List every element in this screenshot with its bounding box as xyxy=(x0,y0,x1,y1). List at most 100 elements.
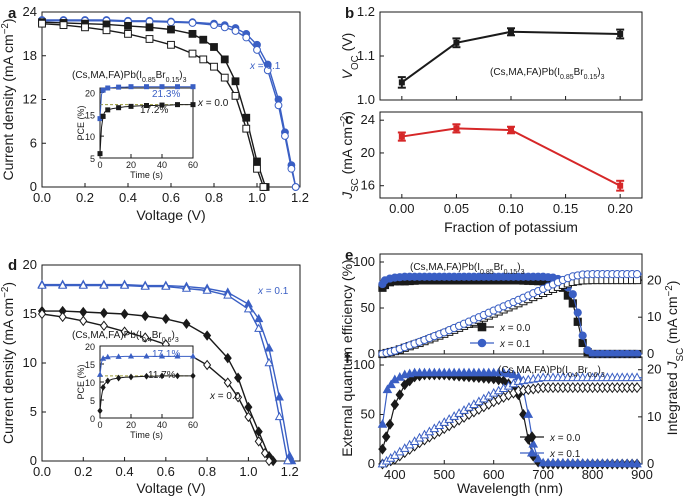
panel-d-series-3-point xyxy=(254,436,263,447)
panel-a-compound-label: (Cs,MA,FA)Pb(I0.85Br0.15)3 xyxy=(72,70,187,84)
x-tick-label: 0.10 xyxy=(498,201,523,216)
x-tick-label: 20 xyxy=(126,420,136,430)
panel-a-inset-point xyxy=(116,84,122,90)
panel-d-x0-label: x = 0.0 xyxy=(209,391,241,402)
panel-d-inset-point xyxy=(128,373,134,381)
y-tick-label: 24 xyxy=(361,112,375,127)
panel-a-inset-point xyxy=(105,107,111,113)
panel-d-series-2-point xyxy=(234,372,243,383)
panel-d-inset-point xyxy=(189,353,197,359)
panel-b-frame xyxy=(379,11,643,101)
panel-f-series-1-point xyxy=(377,419,388,428)
x-tick-label: 0.4 xyxy=(119,190,137,205)
panel-d-inset-point xyxy=(115,374,122,382)
panel-d-series-2-point xyxy=(182,318,191,330)
panel-a-x1-label: x = 0.1 xyxy=(249,61,281,72)
y-tick-label: 5 xyxy=(90,154,95,164)
panel-a-series-1-point xyxy=(210,21,218,30)
panel-a-inset-point xyxy=(175,84,180,90)
panel-e-series-1-point xyxy=(573,308,582,317)
panel-d-series-1-point xyxy=(99,280,109,289)
panel-b-line xyxy=(401,30,621,84)
panel-f-frame xyxy=(379,356,643,465)
x-tick-label: 1.2 xyxy=(281,464,299,479)
y-tick-label: 20 xyxy=(647,362,661,377)
panel-a-inset-point xyxy=(144,84,149,90)
x-tick-label: 1.0 xyxy=(248,190,266,205)
panel-d-series-1-point xyxy=(223,290,233,299)
panel-c-xlabel: Fraction of potassium xyxy=(444,219,578,235)
panel-f-legend-label: x = 0.0 xyxy=(549,433,581,444)
panel-f-series-0-point xyxy=(390,399,400,411)
panel-e-legend-label: x = 0.0 xyxy=(499,323,531,334)
panel-d-inset-point xyxy=(100,383,106,391)
x-tick-label: 40 xyxy=(157,160,167,170)
x-tick-label: 0.8 xyxy=(198,464,216,479)
panel-a-inset-point xyxy=(128,84,134,90)
panel-a-series-3-point xyxy=(199,55,208,64)
panel-d-series-3-point xyxy=(223,377,232,388)
panel-c-label: c xyxy=(345,111,353,128)
panel-d-series-1-point xyxy=(264,357,274,367)
panel-d-series-2-point xyxy=(244,401,253,413)
y-tick-label: 10 xyxy=(85,378,95,388)
panel-d-series-2-point xyxy=(99,307,108,319)
panel-a-series-1-point xyxy=(220,23,229,32)
panel-d-inset-point xyxy=(96,371,104,377)
panel-f-series-1-point xyxy=(632,458,642,468)
panel-f-series-1-point xyxy=(508,369,519,379)
panel-f-legend-marker xyxy=(526,447,538,457)
y-tick-label: 10 xyxy=(85,132,95,142)
panel-d-inset-point xyxy=(97,407,103,415)
panel-d-xlabel: Voltage (V) xyxy=(136,480,205,496)
panel-f-series-0-point xyxy=(395,389,405,401)
panel-f-legend-marker xyxy=(527,431,537,443)
x-tick-label: 0.2 xyxy=(74,464,92,479)
panel-c-point xyxy=(508,127,514,134)
panel-d-series-3-point xyxy=(260,447,269,459)
x-tick-label: 40 xyxy=(157,420,167,430)
panel-c-point xyxy=(398,133,405,140)
x-tick-label: 0 xyxy=(97,420,102,430)
y-tick-label: 10 xyxy=(647,309,661,324)
panel-f-series-1-point xyxy=(523,409,534,418)
panel-d-ylabel: Current density (mA cm−2) xyxy=(0,282,16,444)
panel-a-inset-point xyxy=(190,84,196,90)
panel-d-label: d xyxy=(8,257,17,274)
panel-f-series-1-point xyxy=(528,438,539,448)
panel-a-series-3-point xyxy=(102,26,111,35)
panel-a-series-1-point xyxy=(274,101,283,110)
panel-d-series-0-point xyxy=(264,343,274,352)
panel-a-inset-point xyxy=(100,87,106,93)
panel-d-series-2-point xyxy=(203,330,212,341)
panel-d-series-3-point xyxy=(58,311,67,323)
panel-a-series-1-point xyxy=(287,164,296,173)
y-tick-label: 15 xyxy=(85,110,95,120)
panel-a-series-3-point xyxy=(210,62,218,71)
panel-a-series-2-point xyxy=(199,35,208,44)
panel-d-inset-point xyxy=(127,353,135,359)
panel-e-series-1-point xyxy=(578,331,587,340)
y-tick-label: 20 xyxy=(85,342,95,352)
panel-a-inset-frame xyxy=(99,87,194,159)
panel-d-inset-x0-value: 11.7% xyxy=(148,370,176,381)
x-tick-label: 0.0 xyxy=(33,190,51,205)
panel-d-series-3-point xyxy=(234,392,243,403)
y-tick-label: 0 xyxy=(368,346,375,361)
panel-a-series-3-point xyxy=(167,40,175,49)
panel-a-inset-xlabel: Time (s) xyxy=(130,170,163,180)
panel-e-legend-marker xyxy=(477,322,487,332)
y-tick-label: 50 xyxy=(361,407,375,422)
y-tick-label: 0 xyxy=(647,346,654,361)
panel-a-inset-point xyxy=(116,105,122,111)
panel-d-series-1-point xyxy=(274,411,284,421)
panel-d-series-2-point xyxy=(141,310,150,322)
panel-f-series-0-point xyxy=(405,375,414,387)
panel-d-series-1-point xyxy=(254,323,264,332)
panel-c-frame xyxy=(379,111,643,199)
panel-d-series-1-point xyxy=(78,280,88,289)
y-tick-label: 18 xyxy=(23,48,37,63)
y-tick-label: 1.1 xyxy=(357,48,375,63)
panel-a-inset-ylabel: PCE (%) xyxy=(76,105,86,140)
panel-b-point xyxy=(617,31,624,37)
